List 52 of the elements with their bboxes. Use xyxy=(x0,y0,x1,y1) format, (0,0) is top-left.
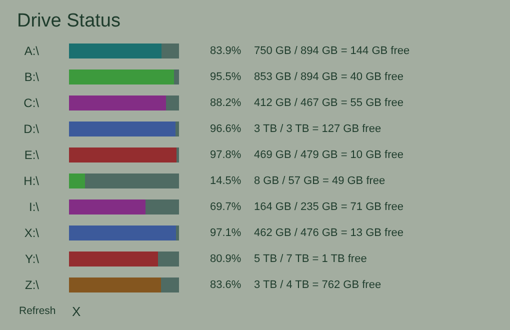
y-tick-label: A:\ xyxy=(24,44,40,58)
y-tick-label: I:\ xyxy=(28,200,40,214)
data-label: 14.5% xyxy=(210,175,242,187)
text: 164 GB / 235 GB = 71 GB free xyxy=(254,201,404,213)
text: 5 TB / 7 TB = 1 TB free xyxy=(254,253,367,265)
bar xyxy=(161,43,179,59)
data-label: 83.9% xyxy=(210,45,242,57)
text: 8 GB / 57 GB = 49 GB free xyxy=(254,175,386,187)
bar xyxy=(69,225,176,241)
text: 750 GB / 894 GB = 144 GB free xyxy=(254,45,410,57)
text: 3 TB / 4 TB = 762 GB free xyxy=(254,279,382,291)
y-tick-label: Y:\ xyxy=(24,252,40,266)
data-label: 69.7% xyxy=(210,201,242,213)
bar xyxy=(69,277,161,293)
y-tick-label: H:\ xyxy=(24,174,40,188)
bar xyxy=(69,147,177,163)
bar xyxy=(69,199,146,215)
data-label: 83.6% xyxy=(210,279,242,291)
bar xyxy=(166,95,179,111)
data-label: 97.1% xyxy=(210,227,242,239)
bar xyxy=(69,95,166,111)
y-tick-label: D:\ xyxy=(24,122,40,136)
y-tick-label: E:\ xyxy=(24,148,40,162)
bar xyxy=(176,225,179,241)
bar xyxy=(69,69,174,85)
chart-title: Drive Status xyxy=(17,10,120,32)
bar xyxy=(158,251,179,267)
y-tick-label: C:\ xyxy=(24,96,40,110)
bar xyxy=(69,251,158,267)
text: 3 TB / 3 TB = 127 GB free xyxy=(254,123,382,135)
data-label: 97.8% xyxy=(210,149,242,161)
bar xyxy=(146,199,179,215)
text: 412 GB / 467 GB = 55 GB free xyxy=(254,97,404,109)
y-tick-label: Z:\ xyxy=(25,278,40,292)
bar xyxy=(69,173,85,189)
bar xyxy=(175,121,179,137)
bar xyxy=(84,173,179,189)
bar xyxy=(69,43,162,59)
text: Refresh xyxy=(19,305,56,317)
bar xyxy=(174,69,179,85)
text: 462 GB / 476 GB = 13 GB free xyxy=(254,227,404,239)
data-label: 96.6% xyxy=(210,123,242,135)
data-label: 88.2% xyxy=(210,97,242,109)
data-label: 95.5% xyxy=(210,71,242,83)
text: 853 GB / 894 GB = 40 GB free xyxy=(254,71,404,83)
data-label: 80.9% xyxy=(210,253,242,265)
bar xyxy=(160,277,179,293)
y-tick-label: X:\ xyxy=(24,226,40,240)
y-tick-label: B:\ xyxy=(24,70,40,84)
text: X xyxy=(72,304,81,319)
text: 469 GB / 479 GB = 10 GB free xyxy=(254,149,404,161)
bar xyxy=(69,121,176,137)
